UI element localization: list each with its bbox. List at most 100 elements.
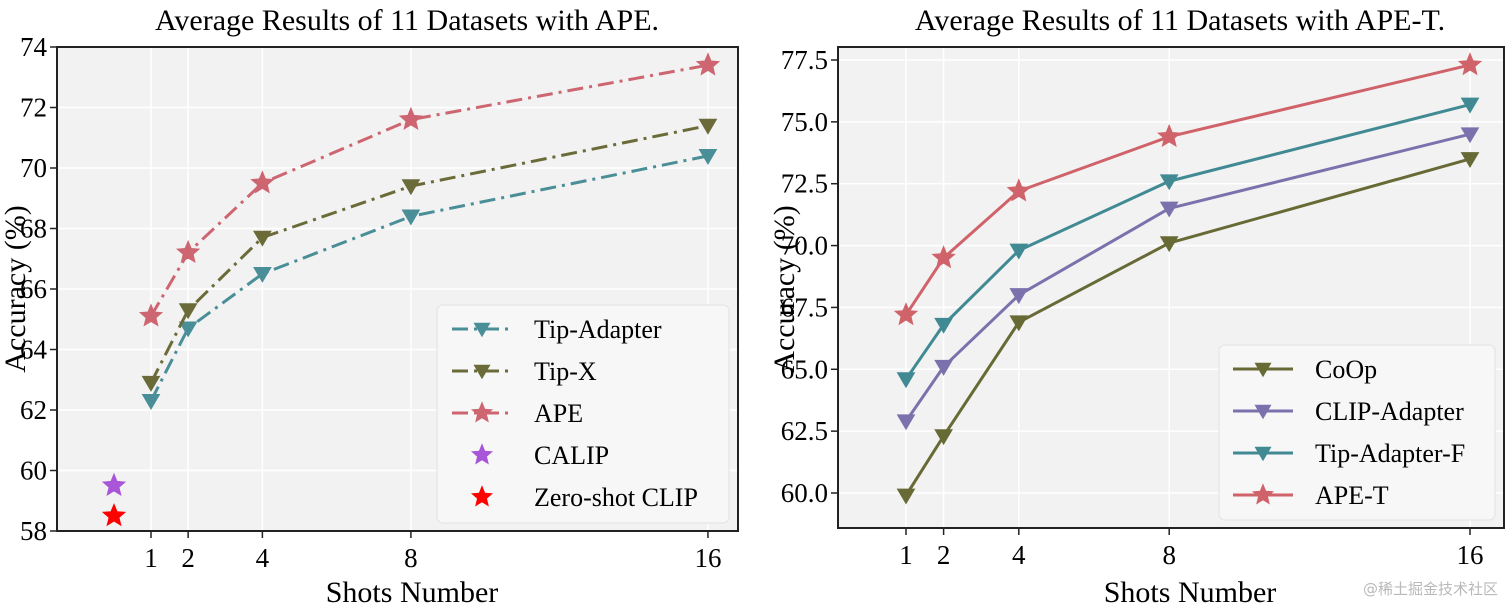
chart-right-xlabel: Shots Number (1104, 576, 1277, 609)
data-point (934, 317, 953, 334)
series-tip-adapter-f (896, 97, 1480, 389)
legend-item: Tip-Adapter (452, 315, 662, 344)
y-tick-label: 60.0 (781, 478, 828, 508)
series-ape-t (893, 52, 1483, 326)
chart-right-ylabel: Accuracy (%) (768, 205, 801, 372)
chart-left-series (101, 52, 721, 527)
legend-label: CoOp (1315, 355, 1377, 384)
legend-label: CLIP-Adapter (1315, 397, 1464, 426)
legend-label: Tip-X (534, 357, 597, 386)
legend-marker-icon (1251, 483, 1275, 505)
legend-item: APE (452, 399, 583, 428)
x-tick-label: 2 (937, 540, 951, 570)
legend-marker-icon (1254, 404, 1272, 420)
data-point (896, 414, 916, 431)
legend-label: Tip-Adapter-F (1315, 439, 1465, 468)
x-tick-label: 4 (256, 543, 270, 573)
series-tip-x (141, 118, 718, 392)
legend-marker-icon (473, 322, 491, 338)
data-point (175, 239, 201, 264)
data-point (698, 118, 718, 135)
y-tick-label: 72.5 (781, 169, 828, 199)
legend-label: APE (534, 399, 583, 428)
x-tick-label: 16 (1457, 540, 1484, 570)
chart-left-title: Average Results of 11 Datasets with APE. (155, 4, 659, 37)
legend-label: APE-T (1315, 481, 1389, 510)
data-point (1159, 174, 1179, 191)
legend-label: Tip-Adapter (534, 315, 662, 344)
data-point (931, 245, 956, 269)
series-clip-adapter (896, 127, 1480, 431)
data-point (101, 472, 127, 496)
legend-item: APE-T (1233, 481, 1389, 510)
legend-marker-icon (473, 364, 491, 380)
chart-left-legend: Tip-Adapter Tip-X APE CALIP Zero-shot CLIP (436, 304, 730, 524)
data-point (695, 52, 721, 76)
x-tick-label: 1 (144, 543, 158, 573)
data-point (1157, 123, 1182, 148)
y-tick-label: 64 (20, 335, 48, 365)
y-tick-label: 62 (20, 395, 47, 425)
chart-right-series (893, 52, 1483, 505)
y-tick-label: 67.5 (781, 292, 828, 322)
chart-left: Average Results of 11 Datasets with APE.… (0, 4, 739, 609)
y-tick-label: 65.0 (781, 354, 828, 384)
legend-label: Zero-shot CLIP (534, 483, 698, 512)
y-tick-label: 77.5 (781, 45, 828, 75)
legend-marker-icon (470, 485, 494, 507)
legend-item: CALIP (470, 441, 609, 470)
legend-item: Zero-shot CLIP (470, 483, 698, 512)
chart-right: Average Results of 11 Datasets with APE-… (768, 4, 1505, 609)
data-point (141, 394, 161, 410)
chart-left-ticks: 1 2 4 8 16 58 60 62 64 66 68 70 72 74 (20, 32, 721, 573)
data-point (250, 170, 275, 194)
series-line (149, 124, 709, 384)
legend-label: CALIP (534, 441, 609, 470)
x-tick-label: 4 (1012, 540, 1026, 570)
data-point (1460, 127, 1480, 144)
x-tick-label: 2 (181, 543, 195, 573)
y-tick-label: 70 (20, 153, 47, 183)
series-coop (896, 152, 1480, 505)
chart-left-legend-box (436, 304, 730, 524)
data-point (1159, 236, 1179, 253)
legend-item: Tip-X (452, 357, 597, 386)
data-point (401, 209, 421, 226)
y-tick-label: 74 (20, 32, 48, 62)
legend-item: CLIP-Adapter (1233, 397, 1464, 426)
legend-marker-icon (470, 443, 494, 465)
data-point (896, 372, 916, 389)
legend-marker-icon (470, 401, 494, 423)
chart-right-ticks: 1 2 4 8 16 60.0 62.5 65.0 67.5 70.0 72.5 75.0 77.5 (781, 45, 1484, 570)
series-line (149, 154, 709, 402)
chart-left-grid (57, 47, 738, 531)
data-point (253, 230, 272, 247)
data-point (896, 488, 916, 505)
chart-right-legend: CoOp CLIP-Adapter Tip-Adapter-F APE-T (1218, 344, 1496, 521)
chart-left-ylabel: Accuracy (%) (0, 205, 32, 372)
x-tick-label: 8 (404, 543, 418, 573)
chart-left-xlabel: Shots Number (326, 576, 499, 609)
data-point (253, 267, 272, 283)
legend-item: CoOp (1233, 355, 1377, 384)
legend-marker-icon (1254, 446, 1272, 462)
data-point (138, 303, 164, 327)
data-point (1460, 97, 1480, 114)
y-tick-label: 70.0 (781, 231, 828, 261)
data-point (934, 359, 953, 376)
chart-right-frame (837, 46, 1505, 529)
data-point (1159, 201, 1179, 218)
chart-right-title: Average Results of 11 Datasets with APE-… (915, 4, 1445, 37)
series-ape (138, 52, 721, 327)
data-point (1009, 288, 1029, 305)
watermark: @稀土掘金技术社区 (1362, 580, 1498, 598)
point-zero-shot-clip (101, 503, 127, 527)
y-tick-label: 62.5 (781, 416, 828, 446)
y-tick-label: 58 (20, 516, 47, 546)
data-point (1457, 52, 1483, 76)
data-point (1460, 152, 1480, 169)
data-point (178, 321, 198, 338)
data-point (1009, 243, 1029, 260)
data-point (1006, 178, 1031, 202)
series-line (149, 63, 709, 317)
